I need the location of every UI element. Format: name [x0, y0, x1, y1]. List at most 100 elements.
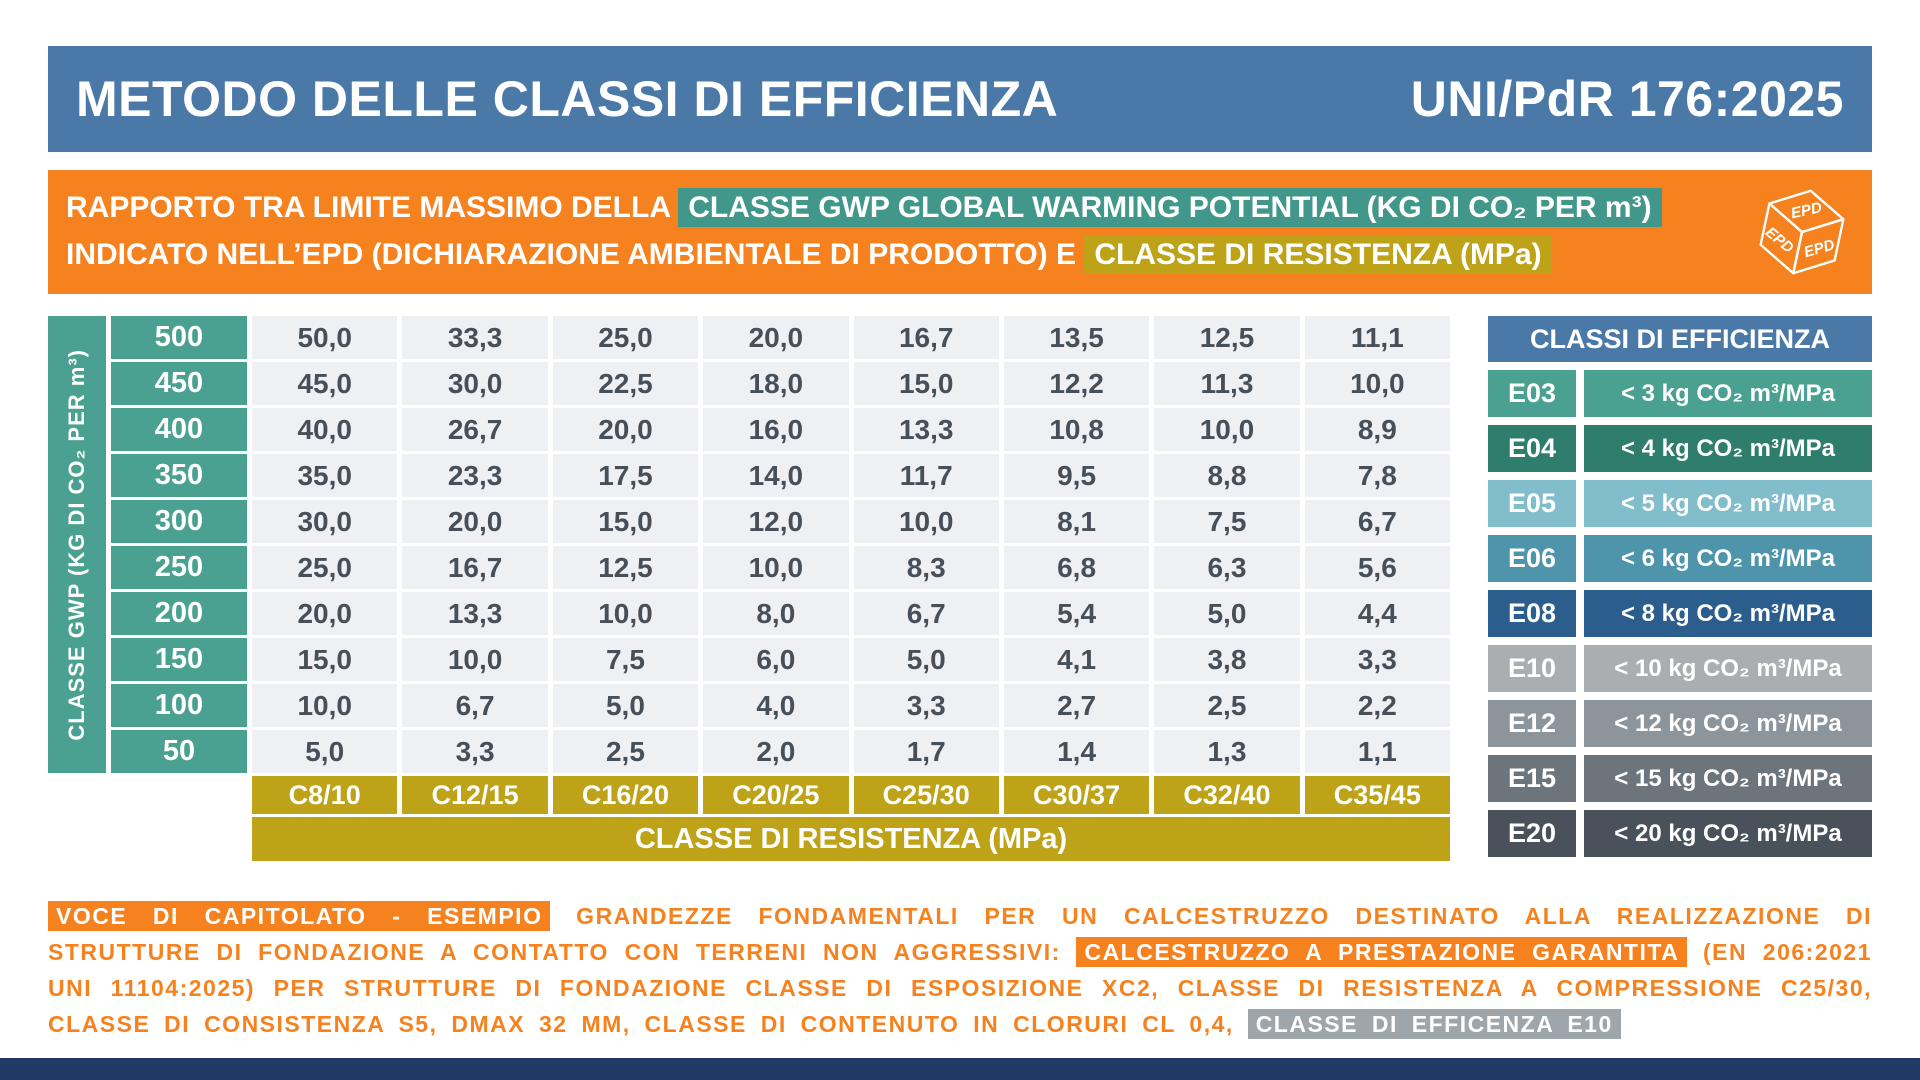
ratio-cell: 7,5 [1154, 500, 1300, 543]
subtitle-banner: RAPPORTO TRA LIMITE MASSIMO DELLA CLASSE… [48, 170, 1872, 294]
ratio-cell: 17,5 [552, 454, 699, 497]
ratio-cell: 2,0 [703, 730, 849, 773]
gwp-class-cell: 100 [111, 684, 247, 727]
ratio-cell: 1,3 [1154, 730, 1300, 773]
ratio-cell: 2,5 [552, 730, 699, 773]
ratio-cell: 3,3 [402, 730, 548, 773]
ratio-cell: 10,0 [402, 638, 548, 681]
efficiency-class-limit: < 20 kg CO₂ m³/MPa [1584, 810, 1872, 857]
resistance-class-cell: C12/15 [402, 776, 548, 814]
resistance-class-cell: C16/20 [552, 776, 699, 814]
ratio-cell: 11,1 [1304, 316, 1450, 359]
svg-text:EPD: EPD [1802, 236, 1837, 261]
gwp-class-cell: 400 [111, 408, 247, 451]
gwp-table: CLASSE GWP (KG DI CO₂ PER m³) CLASSE DI … [48, 316, 1450, 861]
ratio-cell: 6,7 [402, 684, 548, 727]
ratio-cell: 10,0 [853, 500, 999, 543]
header-bar: METODO DELLE CLASSI DI EFFICIENZA UNI/Pd… [48, 46, 1872, 152]
ratio-cell: 30,0 [252, 500, 398, 543]
ratio-cell: 6,7 [853, 592, 999, 635]
ratio-cell: 3,8 [1154, 638, 1300, 681]
ratio-cell: 30,0 [402, 362, 548, 405]
legend-row: E06 < 6 kg CO₂ m³/MPa [1488, 535, 1872, 582]
gwp-class-highlight: CLASSE GWP GLOBAL WARMING POTENTIAL (KG … [678, 188, 1662, 227]
ratio-cell: 6,7 [1304, 500, 1450, 543]
ratio-cell: 12,2 [1003, 362, 1150, 405]
resistance-class-cell: C25/30 [853, 776, 999, 814]
gwp-class-cell: 350 [111, 454, 247, 497]
ratio-cell: 7,8 [1304, 454, 1450, 497]
ratio-cell: 16,7 [853, 316, 999, 359]
efficiency-class-code: E08 [1488, 590, 1576, 637]
guaranteed-performance-highlight: CALCESTRUZZO A PRESTAZIONE GARANTITA [1076, 937, 1688, 967]
efficiency-class-e10-highlight: CLASSE DI EFFICENZA E10 [1247, 1009, 1621, 1039]
ratio-cell: 20,0 [552, 408, 699, 451]
ratio-cell: 4,0 [703, 684, 849, 727]
gwp-class-cell: 450 [111, 362, 247, 405]
ratio-cell: 6,8 [1003, 546, 1150, 589]
epd-cube-icon: EPD EPD EPD [1759, 189, 1845, 275]
ratio-cell: 12,0 [703, 500, 849, 543]
ratio-cell: 15,0 [552, 500, 699, 543]
ratio-cell: 15,0 [252, 638, 398, 681]
ratio-cell: 2,2 [1304, 684, 1450, 727]
ratio-cell: 20,0 [703, 316, 849, 359]
ratio-cell: 8,0 [703, 592, 849, 635]
ratio-cell: 5,6 [1304, 546, 1450, 589]
efficiency-class-limit: < 15 kg CO₂ m³/MPa [1584, 755, 1872, 802]
resistance-class-cell: C30/37 [1003, 776, 1150, 814]
ratio-cell: 50,0 [252, 316, 398, 359]
ratio-cell: 1,7 [853, 730, 999, 773]
ratio-cell: 16,7 [402, 546, 548, 589]
example-text-1: GRANDEZZE FONDAMENTALI PER UN CALCESTRUZ… [48, 903, 1872, 965]
efficiency-class-limit: < 12 kg CO₂ m³/MPa [1584, 700, 1872, 747]
legend-row: E03 < 3 kg CO₂ m³/MPa [1488, 370, 1872, 417]
ratio-cell: 20,0 [402, 500, 548, 543]
ratio-cell: 5,0 [252, 730, 398, 773]
resistance-class-highlight: CLASSE DI RESISTENZA (MPa) [1084, 235, 1552, 274]
ratio-cell: 33,3 [402, 316, 548, 359]
legend-row: E05 < 5 kg CO₂ m³/MPa [1488, 480, 1872, 527]
ratio-cell: 22,5 [552, 362, 699, 405]
gwp-class-cell: 200 [111, 592, 247, 635]
ratio-cell: 10,0 [703, 546, 849, 589]
svg-text:EPD: EPD [1789, 199, 1823, 222]
ratio-cell: 16,0 [703, 408, 849, 451]
ratio-cell: 7,5 [552, 638, 699, 681]
ratio-cell: 11,7 [853, 454, 999, 497]
efficiency-class-code: E06 [1488, 535, 1576, 582]
legend-title: CLASSI DI EFFICIENZA [1488, 316, 1872, 362]
ratio-cell: 13,5 [1003, 316, 1150, 359]
legend-row: E10 < 10 kg CO₂ m³/MPa [1488, 645, 1872, 692]
ratio-cell: 6,0 [703, 638, 849, 681]
ratio-cell: 26,7 [402, 408, 548, 451]
resistance-axis-label: CLASSE DI RESISTENZA (MPa) [252, 817, 1450, 861]
ratio-cell: 3,3 [1304, 638, 1450, 681]
ratio-cell: 13,3 [402, 592, 548, 635]
legend-row: E15 < 15 kg CO₂ m³/MPa [1488, 755, 1872, 802]
ratio-cell: 15,0 [853, 362, 999, 405]
efficiency-class-limit: < 8 kg CO₂ m³/MPa [1584, 590, 1872, 637]
efficiency-class-code: E10 [1488, 645, 1576, 692]
ratio-cell: 10,8 [1003, 408, 1150, 451]
ratio-cell: 40,0 [252, 408, 398, 451]
efficiency-class-code: E04 [1488, 425, 1576, 472]
efficiency-class-limit: < 4 kg CO₂ m³/MPa [1584, 425, 1872, 472]
resistance-class-cell: C35/45 [1304, 776, 1450, 814]
efficiency-class-code: E05 [1488, 480, 1576, 527]
gwp-class-cell: 250 [111, 546, 247, 589]
specification-example: VOCE DI CAPITOLATO - ESEMPIO GRANDEZZE F… [48, 898, 1872, 1042]
banner-line-1: RAPPORTO TRA LIMITE MASSIMO DELLA CLASSE… [66, 184, 1872, 231]
legend-row: E08 < 8 kg CO₂ m³/MPa [1488, 590, 1872, 637]
legend-row: E20 < 20 kg CO₂ m³/MPa [1488, 810, 1872, 857]
gwp-class-cell: 300 [111, 500, 247, 543]
ratio-cell: 10,0 [552, 592, 699, 635]
gwp-class-cell: 50 [111, 730, 247, 773]
efficiency-class-limit: < 3 kg CO₂ m³/MPa [1584, 370, 1872, 417]
ratio-cell: 1,1 [1304, 730, 1450, 773]
page-title: METODO DELLE CLASSI DI EFFICIENZA [76, 71, 1059, 127]
ratio-cell: 8,1 [1003, 500, 1150, 543]
gwp-class-cell: 150 [111, 638, 247, 681]
resistance-class-cell: C32/40 [1154, 776, 1300, 814]
